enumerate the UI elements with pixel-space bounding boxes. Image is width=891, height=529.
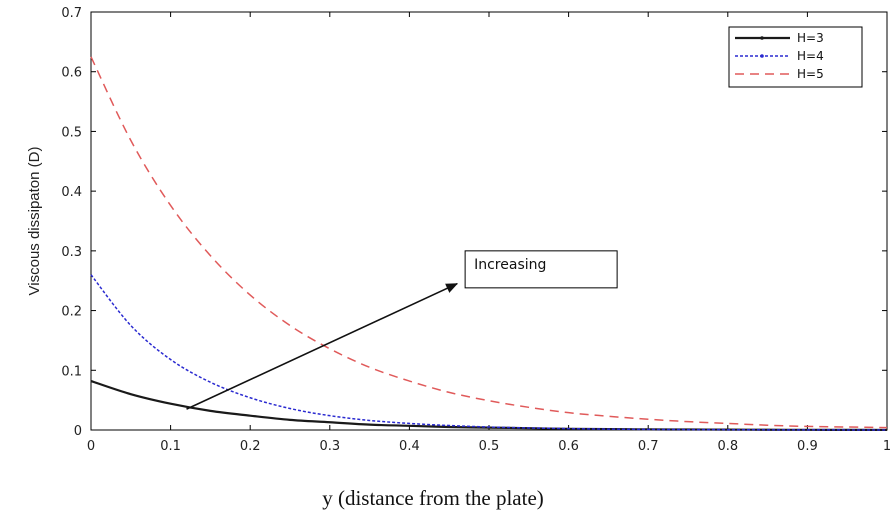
series-lines	[90, 56, 888, 432]
y-tick-label: 0.2	[61, 305, 82, 320]
legend-marker	[760, 36, 764, 40]
legend-label: H=4	[797, 49, 824, 63]
increasing-arrow	[186, 282, 459, 410]
annotation-text: Increasing	[474, 257, 546, 273]
x-tick-label: 0.5	[479, 439, 500, 454]
annotation-box	[464, 250, 618, 289]
y-tick-label: 0.5	[61, 125, 82, 140]
series-line-H=5	[90, 56, 888, 429]
x-tick-label: 0.3	[319, 439, 340, 454]
y-axis-label: Viscous dissipaton (D)	[26, 147, 43, 296]
annotation: Increasing	[186, 250, 618, 410]
legend: H=3 H=4 H=5	[728, 26, 863, 88]
y-tick-label: 0	[74, 424, 82, 439]
x-tick-label: 0.7	[638, 439, 659, 454]
y-tick-label: 0.3	[61, 245, 82, 260]
legend-label: H=3	[797, 31, 824, 45]
series-line-H=4	[90, 274, 888, 431]
y-tick-label: 0.6	[61, 66, 82, 81]
x-axis-label: y (distance from the plate)	[322, 486, 544, 510]
x-tick-label: 1	[883, 439, 891, 454]
legend-label: H=5	[797, 67, 824, 81]
x-tick-label: 0.9	[797, 439, 818, 454]
x-tick-label: 0.1	[160, 439, 181, 454]
y-tick-label: 0.1	[61, 364, 82, 379]
x-tick-label: 0.8	[717, 439, 738, 454]
x-tick-label: 0.4	[399, 439, 420, 454]
x-tick-label: 0	[87, 439, 95, 454]
legend-box	[728, 26, 863, 88]
y-axis-ticks: 0 0.1 0.2 0.3 0.4 0.5 0.6 0.7	[61, 6, 887, 439]
y-tick-label: 0.7	[61, 6, 82, 21]
x-tick-label: 0.2	[240, 439, 261, 454]
x-axis-ticks: 0 0.1 0.2 0.3 0.4 0.5 0.6 0.7 0.8 0.9 1	[87, 12, 891, 454]
legend-marker	[760, 54, 764, 58]
y-tick-label: 0.4	[61, 185, 82, 200]
x-tick-label: 0.6	[558, 439, 579, 454]
